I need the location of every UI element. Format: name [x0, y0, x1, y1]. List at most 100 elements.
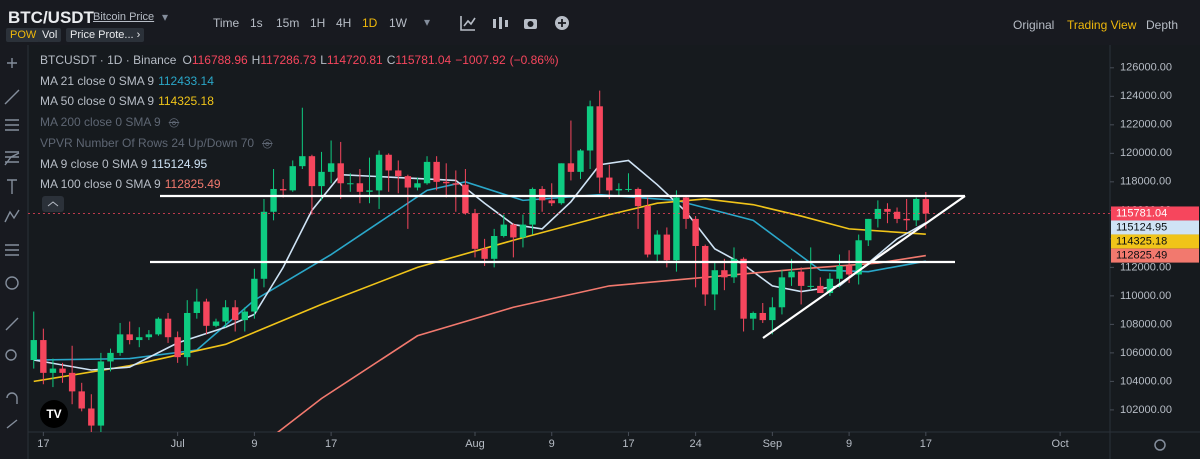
change: −1007.92 [455, 53, 506, 67]
settings-icon[interactable] [1154, 439, 1166, 451]
candle-body [49, 368, 57, 373]
candle-body [682, 197, 690, 219]
view-tab[interactable]: Depth [1146, 18, 1179, 32]
price-tag-label: 114325.18 [1116, 235, 1167, 247]
candle-body [126, 334, 133, 341]
legend-name[interactable]: MA 9 close 0 SMA 9 [40, 156, 148, 171]
y-tick-label: 102000.00 [1120, 404, 1172, 416]
interval-button[interactable]: 15m [276, 16, 300, 30]
interval-button[interactable]: 1s [250, 16, 263, 30]
symbol-link[interactable]: Bitcoin Price [93, 11, 155, 23]
candle-body [375, 154, 383, 191]
candle-body [414, 183, 421, 188]
badge[interactable]: POW [6, 28, 41, 42]
candle-body [817, 285, 824, 294]
candle-body [279, 188, 287, 191]
candle-body [778, 277, 786, 308]
candle-body [692, 218, 699, 246]
badge[interactable]: Price Prote... › [66, 28, 145, 42]
y-tick-label: 126000.00 [1120, 62, 1172, 74]
candle-body [299, 156, 306, 167]
view-tab[interactable]: Trading View [1067, 18, 1137, 32]
candle-body [164, 318, 172, 338]
candle-body [203, 301, 210, 326]
price-tag-label: 115124.95 [1116, 221, 1167, 233]
candle-body [673, 197, 680, 261]
candle-body [788, 271, 795, 278]
candle-body [356, 183, 364, 192]
trend-line[interactable] [762, 195, 966, 339]
candle-body [40, 340, 47, 373]
legend-name[interactable]: VPVR Number Of Rows 24 Up/Down 70 [40, 135, 255, 150]
view-tab[interactable]: Original [1013, 18, 1055, 32]
badge[interactable]: Vol [38, 28, 62, 42]
candle-body [567, 163, 575, 172]
tool-icons[interactable] [458, 14, 578, 34]
candle-body [644, 206, 651, 255]
legend-name[interactable]: MA 100 close 0 SMA 9 [40, 177, 161, 192]
candle-body [193, 301, 201, 313]
candle-body [865, 218, 872, 241]
candle-body [749, 312, 757, 319]
candle-body [663, 234, 671, 261]
ohlc-value: 117286.73 [260, 53, 317, 67]
candle-body [88, 408, 95, 426]
legend-name[interactable]: MA 50 close 0 SMA 9 [40, 94, 155, 109]
interval-button[interactable]: Time [213, 16, 240, 30]
y-tick-label: 104000.00 [1120, 375, 1172, 387]
legend-row: VPVR Number Of Rows 24 Up/Down 70 ◎ [40, 133, 559, 154]
candle-body [231, 307, 239, 321]
user-drawings[interactable] [150, 194, 966, 339]
legend-row: MA 200 close 0 SMA 9 ◎ [40, 112, 559, 133]
interval-dropdown[interactable]: ▾ [424, 15, 431, 29]
candle-body [184, 312, 191, 358]
candle-body [606, 177, 613, 191]
symbol[interactable]: BTC/USDT [8, 8, 94, 27]
candle-body [404, 176, 412, 188]
candle-body [462, 184, 469, 214]
x-tick-label: 17 [622, 438, 634, 450]
x-tick-label: 9 [846, 438, 852, 450]
hidden-icon[interactable]: ◎ [168, 115, 180, 130]
candle-body [241, 311, 248, 321]
interval-button[interactable]: 4H [336, 16, 352, 30]
x-tick-label: 17 [920, 438, 932, 450]
interval-button[interactable]: 1H [310, 16, 326, 30]
svg-text:TV: TV [46, 407, 61, 421]
legend-row: MA 21 close 0 SMA 9 112433.14 [40, 71, 559, 92]
x-tick-label: Oct [1052, 438, 1069, 450]
candle-body [538, 188, 546, 201]
interval-button[interactable]: 1W [389, 16, 407, 30]
candle-body [270, 188, 277, 212]
candle-body [337, 163, 344, 184]
candle-body [922, 199, 930, 214]
x-tick-label: Aug [465, 438, 485, 450]
ma-line [33, 198, 926, 383]
legend-name[interactable]: MA 200 close 0 SMA 9 [40, 115, 161, 130]
candle-body [308, 156, 316, 187]
hidden-icon[interactable]: ◎ [262, 135, 273, 150]
candle-body [212, 321, 220, 326]
tv-logo: TV [40, 400, 68, 428]
x-tick-label: Jul [171, 438, 185, 450]
candle-body [289, 166, 296, 191]
price-tag [1111, 220, 1199, 235]
drawing-tools[interactable] [4, 58, 20, 429]
candle-body [577, 150, 584, 172]
candle-body [68, 372, 76, 392]
collapse-button[interactable] [42, 196, 64, 212]
candle-body [721, 270, 728, 278]
legend-name[interactable]: MA 21 close 0 SMA 9 [40, 73, 155, 88]
y-tick-label: 110000.00 [1120, 290, 1171, 302]
dropdown[interactable]: ▾ [162, 10, 169, 24]
candle-body [654, 234, 661, 255]
candle-body [452, 183, 460, 185]
candle-body [903, 218, 910, 221]
candle-body [519, 224, 527, 238]
candle-body [78, 391, 85, 409]
candle-body [548, 200, 555, 204]
interval-button[interactable]: 1D [362, 16, 378, 30]
legend-value: 112825.49 [164, 177, 221, 192]
price-tag [1111, 206, 1199, 221]
